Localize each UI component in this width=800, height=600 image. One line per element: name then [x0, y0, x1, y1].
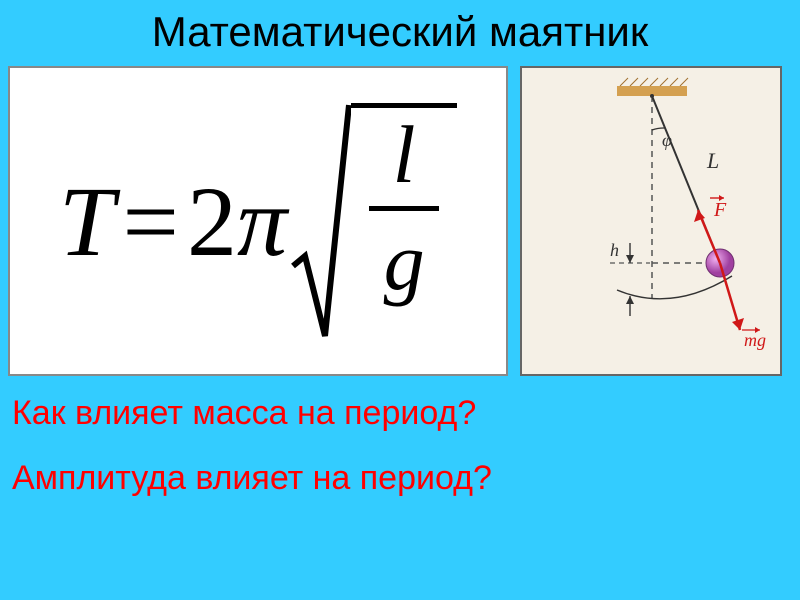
question-mass: Как влияет масса на период?: [12, 394, 788, 433]
string-label: L: [706, 148, 719, 173]
ceiling-hatch: [620, 78, 688, 86]
page-title: Математический маятник: [0, 0, 800, 56]
height-label: h: [610, 240, 619, 260]
formula-box: T = 2π l g: [8, 66, 508, 376]
content-row: T = 2π l g: [0, 66, 800, 376]
swing-arc: [617, 276, 732, 299]
numerator: l: [393, 108, 416, 202]
formula-coef: 2: [187, 164, 237, 279]
questions-block: Как влияет масса на период? Амплитуда вл…: [0, 376, 800, 498]
radical-icon: [291, 101, 351, 341]
h-arrows: [626, 243, 634, 316]
fraction: l g: [351, 103, 457, 309]
fraction-line: [369, 206, 439, 211]
pendulum-diagram: φ L h: [520, 66, 782, 376]
denominator: g: [384, 215, 425, 309]
formula-pi: π: [237, 164, 287, 279]
equals-sign: =: [123, 164, 179, 279]
sqrt-expression: l g: [291, 101, 457, 341]
question-amplitude: Амплитуда влияет на период?: [12, 459, 788, 498]
force-label: F: [713, 199, 727, 221]
angle-label: φ: [662, 130, 672, 150]
formula-lhs: T: [59, 164, 115, 279]
period-formula: T = 2π l g: [59, 101, 457, 341]
pendulum-svg: φ L h: [522, 68, 784, 378]
